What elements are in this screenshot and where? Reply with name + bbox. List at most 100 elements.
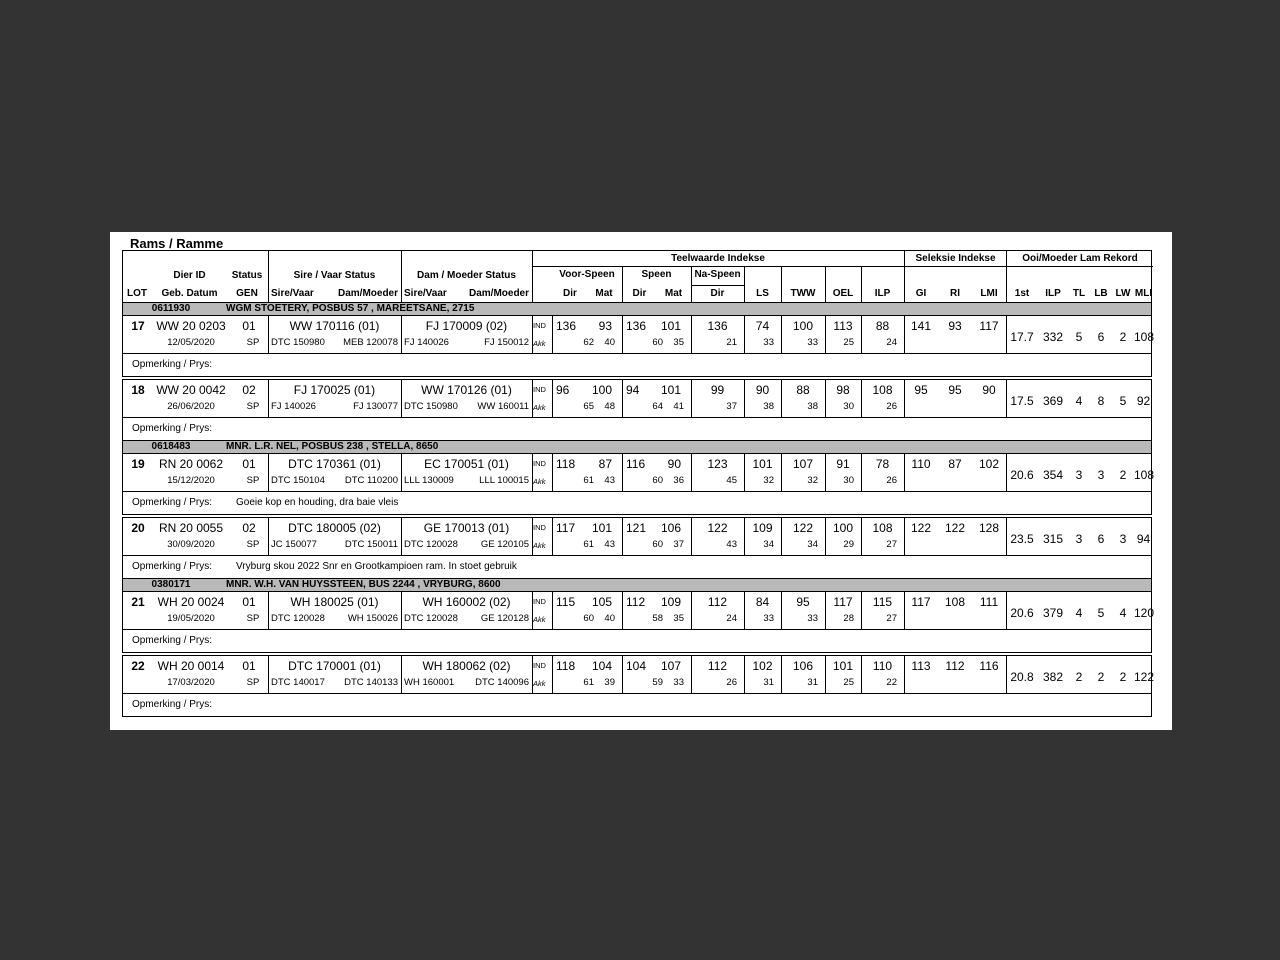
accuracy-value: 43 <box>726 539 737 550</box>
sire-name: DTC 170361 (01) <box>288 457 381 471</box>
gen-code: SP <box>246 539 260 550</box>
divider <box>552 454 553 491</box>
selection-index-value: 95 <box>948 383 962 397</box>
gi-header: GI <box>915 288 927 299</box>
accuracy-value: 24 <box>886 337 897 348</box>
divider <box>268 380 269 417</box>
divider <box>904 267 905 304</box>
dam-name: WH 160002 (02) <box>422 595 511 609</box>
accuracy-value: 45 <box>726 475 737 486</box>
lot-number: 19 <box>131 457 145 471</box>
index-value: 136 <box>707 319 728 333</box>
breeder-group-band: 0611930 WGM STOETERY, POSBUS 57 , MAREETS… <box>122 302 1152 316</box>
divider <box>691 380 692 417</box>
accuracy-value: 65 <box>583 401 594 412</box>
index-value: 98 <box>836 383 850 397</box>
accuracy-value: 33 <box>807 337 818 348</box>
divider <box>1006 454 1007 491</box>
ewe-record-value: 2 <box>1075 670 1083 684</box>
dam-dam-id: DTC 140096 <box>475 677 529 688</box>
index-value: 115 <box>872 595 893 609</box>
ewe-record-value: 23.5 <box>1010 532 1034 546</box>
selection-index-value: 113 <box>911 659 931 673</box>
dier-id-header: Dier ID <box>173 270 206 281</box>
divider <box>781 518 782 555</box>
ewe-record-value: 5 <box>1075 330 1083 344</box>
ewe-record-value: 382 <box>1042 670 1064 684</box>
divider <box>401 251 402 304</box>
accuracy-value: 34 <box>807 539 818 550</box>
akk-label: Akk <box>533 339 546 348</box>
akk-label: Akk <box>533 615 546 624</box>
selection-index-value: 95 <box>914 383 928 397</box>
divider <box>825 316 826 353</box>
accuracy-value: 26 <box>726 677 737 688</box>
group-name: WGM STOETERY, POSBUS 57 , MAREETSANE, 27… <box>226 303 475 314</box>
accuracy-value: 40 <box>604 337 615 348</box>
catalog-page: Rams / Ramme Teelwaarde Indekse Seleksie… <box>110 232 1172 730</box>
tww-header: TWW <box>790 288 816 299</box>
gen-code: SP <box>246 677 260 688</box>
selection-index-value: 122 <box>944 521 966 535</box>
divider <box>691 454 692 491</box>
index-value: 110 <box>872 659 893 673</box>
status-code: 02 <box>242 521 256 535</box>
divider <box>744 518 745 555</box>
index-value: 105 <box>591 595 612 609</box>
remark-label: Opmerking / Prys: <box>132 699 213 710</box>
divider <box>861 592 862 629</box>
page-title: Rams / Ramme <box>130 236 224 251</box>
sire-dam-id: FJ 130077 <box>353 401 398 412</box>
accuracy-value: 33 <box>763 613 774 624</box>
divider <box>552 316 553 353</box>
lmi-header: LMI <box>980 288 998 299</box>
dam-name: GE 170013 (01) <box>423 521 510 535</box>
index-value: 84 <box>755 595 770 609</box>
divider <box>1006 518 1007 555</box>
accuracy-value: 58 <box>652 613 663 624</box>
accuracy-value: 32 <box>763 475 774 486</box>
ls-header: LS <box>756 288 769 299</box>
index-value: 90 <box>755 383 770 397</box>
divider <box>532 518 533 555</box>
divider <box>1006 656 1007 693</box>
ewe-record-value: 2 <box>1097 670 1105 684</box>
ewe-record-value: 2 <box>1119 330 1127 344</box>
divider <box>552 518 553 555</box>
gen-code: SP <box>246 613 260 624</box>
mat-header: Mat <box>664 288 683 299</box>
lot-row: 18 WW 20 0042 26/06/2020 02 SP FJ 170025 (01)… <box>122 379 1152 418</box>
divider <box>268 518 269 555</box>
dam-sire-id: FJ 140026 <box>404 337 449 348</box>
index-value: 101 <box>591 521 612 535</box>
lot-row: 21 WH 20 0024 19/05/2020 01 SP WH 180025 (01)… <box>122 591 1154 630</box>
accuracy-value: 24 <box>726 613 737 624</box>
divider <box>904 656 905 693</box>
sire-dam-id: MEB 120078 <box>343 337 398 348</box>
group-code: 0611930 <box>151 303 191 314</box>
divider <box>1006 380 1007 417</box>
divider <box>744 316 745 353</box>
accuracy-value: 61 <box>583 677 594 688</box>
dam-name: EC 170051 (01) <box>424 457 509 471</box>
remark-row: Opmerking / Prys: <box>122 693 1152 717</box>
dir-header: Dir <box>710 288 725 299</box>
accuracy-value: 36 <box>673 475 684 486</box>
sire-sire-id: JC 150077 <box>271 539 317 550</box>
ewe-record-value: 6 <box>1097 532 1105 546</box>
divider <box>401 316 402 353</box>
ewe-record-value: 17.7 <box>1010 330 1034 344</box>
index-value: 87 <box>598 457 612 471</box>
birth-date: 19/05/2020 <box>167 613 215 624</box>
accuracy-value: 30 <box>843 401 854 412</box>
na-speen-box-line <box>691 285 744 286</box>
index-value: 112 <box>626 595 646 609</box>
accuracy-value: 37 <box>726 401 737 412</box>
divider <box>622 316 623 353</box>
divider <box>401 518 402 555</box>
divider <box>401 592 402 629</box>
index-value: 88 <box>796 383 810 397</box>
index-value: 108 <box>872 521 893 535</box>
gen-header: GEN <box>236 288 258 299</box>
